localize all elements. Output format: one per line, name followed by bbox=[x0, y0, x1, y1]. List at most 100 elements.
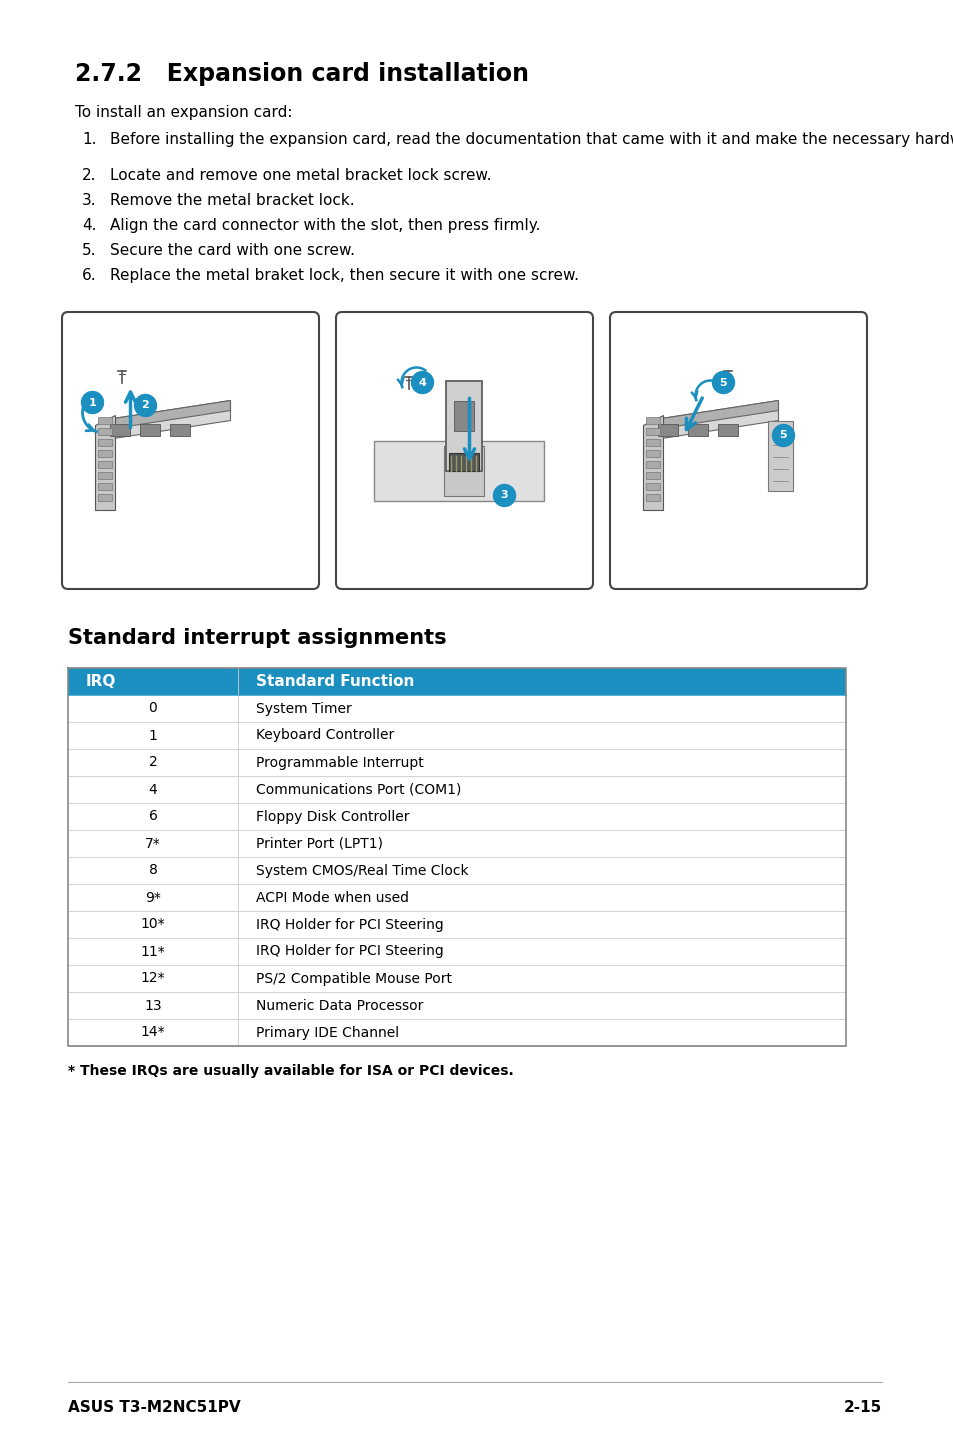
FancyBboxPatch shape bbox=[68, 695, 845, 722]
FancyBboxPatch shape bbox=[68, 1020, 845, 1045]
FancyBboxPatch shape bbox=[68, 830, 845, 857]
Text: 0: 0 bbox=[149, 702, 157, 716]
FancyBboxPatch shape bbox=[68, 884, 845, 912]
FancyBboxPatch shape bbox=[140, 424, 160, 436]
FancyBboxPatch shape bbox=[454, 401, 474, 430]
Text: 5.: 5. bbox=[82, 243, 96, 257]
FancyBboxPatch shape bbox=[98, 493, 112, 500]
FancyBboxPatch shape bbox=[646, 450, 659, 456]
FancyBboxPatch shape bbox=[646, 493, 659, 500]
FancyBboxPatch shape bbox=[68, 857, 845, 884]
Polygon shape bbox=[100, 401, 231, 440]
Text: Floppy Disk Controller: Floppy Disk Controller bbox=[255, 810, 409, 824]
Text: 4: 4 bbox=[149, 782, 157, 797]
Text: 2-15: 2-15 bbox=[842, 1401, 882, 1415]
Text: Programmable Interrupt: Programmable Interrupt bbox=[255, 755, 423, 769]
FancyBboxPatch shape bbox=[98, 483, 112, 489]
Text: PS/2 Compatible Mouse Port: PS/2 Compatible Mouse Port bbox=[255, 972, 452, 985]
Text: Before installing the expansion card, read the documentation that came with it a: Before installing the expansion card, re… bbox=[110, 132, 953, 147]
Text: Standard Function: Standard Function bbox=[255, 674, 414, 689]
Text: 7*: 7* bbox=[145, 837, 161, 850]
Text: Locate and remove one metal bracket lock screw.: Locate and remove one metal bracket lock… bbox=[110, 168, 491, 183]
Text: 8: 8 bbox=[149, 863, 157, 877]
FancyBboxPatch shape bbox=[68, 669, 845, 695]
Text: 1.: 1. bbox=[82, 132, 96, 147]
FancyBboxPatch shape bbox=[658, 424, 678, 436]
Text: 2: 2 bbox=[149, 755, 157, 769]
Text: Keyboard Controller: Keyboard Controller bbox=[255, 729, 394, 742]
Circle shape bbox=[411, 371, 433, 394]
Circle shape bbox=[712, 371, 734, 394]
Text: Standard interrupt assignments: Standard interrupt assignments bbox=[68, 628, 446, 649]
FancyBboxPatch shape bbox=[68, 777, 845, 802]
Polygon shape bbox=[95, 416, 115, 510]
FancyBboxPatch shape bbox=[449, 453, 479, 470]
FancyBboxPatch shape bbox=[768, 420, 793, 490]
Text: 10*: 10* bbox=[140, 917, 165, 932]
FancyBboxPatch shape bbox=[646, 439, 659, 446]
FancyBboxPatch shape bbox=[688, 424, 708, 436]
FancyBboxPatch shape bbox=[375, 440, 544, 500]
FancyBboxPatch shape bbox=[68, 802, 845, 830]
FancyBboxPatch shape bbox=[646, 460, 659, 467]
FancyBboxPatch shape bbox=[646, 483, 659, 489]
Text: 9*: 9* bbox=[145, 890, 161, 905]
Text: ACPI Mode when used: ACPI Mode when used bbox=[255, 890, 409, 905]
FancyBboxPatch shape bbox=[98, 417, 112, 424]
Text: IRQ Holder for PCI Steering: IRQ Holder for PCI Steering bbox=[255, 917, 443, 932]
Text: * These IRQs are usually available for ISA or PCI devices.: * These IRQs are usually available for I… bbox=[68, 1064, 514, 1078]
Text: Secure the card with one screw.: Secure the card with one screw. bbox=[110, 243, 355, 257]
FancyBboxPatch shape bbox=[68, 992, 845, 1020]
Text: 11*: 11* bbox=[140, 945, 165, 959]
Text: Align the card connector with the slot, then press firmly.: Align the card connector with the slot, … bbox=[110, 219, 540, 233]
Text: Primary IDE Channel: Primary IDE Channel bbox=[255, 1025, 398, 1040]
Text: 1: 1 bbox=[89, 397, 96, 407]
Text: 5: 5 bbox=[719, 378, 726, 387]
FancyBboxPatch shape bbox=[444, 446, 484, 496]
Circle shape bbox=[81, 391, 103, 414]
Text: Numeric Data Processor: Numeric Data Processor bbox=[255, 998, 423, 1012]
Text: 4.: 4. bbox=[82, 219, 96, 233]
FancyBboxPatch shape bbox=[718, 424, 738, 436]
Text: 12*: 12* bbox=[140, 972, 165, 985]
Text: 2: 2 bbox=[141, 401, 150, 410]
FancyBboxPatch shape bbox=[62, 312, 318, 590]
Text: IRQ Holder for PCI Steering: IRQ Holder for PCI Steering bbox=[255, 945, 443, 959]
Text: Communications Port (COM1): Communications Port (COM1) bbox=[255, 782, 461, 797]
FancyBboxPatch shape bbox=[98, 427, 112, 434]
Text: 13: 13 bbox=[144, 998, 162, 1012]
FancyBboxPatch shape bbox=[446, 381, 482, 470]
Text: 3.: 3. bbox=[82, 193, 96, 209]
FancyBboxPatch shape bbox=[98, 460, 112, 467]
FancyBboxPatch shape bbox=[68, 749, 845, 777]
Circle shape bbox=[772, 424, 794, 447]
Polygon shape bbox=[643, 416, 662, 510]
Text: 2.: 2. bbox=[82, 168, 96, 183]
FancyBboxPatch shape bbox=[646, 417, 659, 424]
Text: System Timer: System Timer bbox=[255, 702, 352, 716]
FancyBboxPatch shape bbox=[68, 912, 845, 938]
Text: 2.7.2   Expansion card installation: 2.7.2 Expansion card installation bbox=[75, 62, 529, 86]
Text: 5: 5 bbox=[779, 430, 786, 440]
FancyBboxPatch shape bbox=[98, 472, 112, 479]
FancyBboxPatch shape bbox=[98, 439, 112, 446]
Text: Replace the metal braket lock, then secure it with one screw.: Replace the metal braket lock, then secu… bbox=[110, 267, 578, 283]
FancyBboxPatch shape bbox=[171, 424, 191, 436]
Text: Printer Port (LPT1): Printer Port (LPT1) bbox=[255, 837, 382, 850]
Text: ASUS T3-M2NC51PV: ASUS T3-M2NC51PV bbox=[68, 1401, 240, 1415]
FancyBboxPatch shape bbox=[609, 312, 866, 590]
Text: 6: 6 bbox=[149, 810, 157, 824]
Polygon shape bbox=[648, 401, 778, 440]
FancyBboxPatch shape bbox=[68, 722, 845, 749]
Text: IRQ: IRQ bbox=[86, 674, 116, 689]
FancyBboxPatch shape bbox=[646, 427, 659, 434]
FancyBboxPatch shape bbox=[68, 938, 845, 965]
FancyBboxPatch shape bbox=[111, 424, 131, 436]
Circle shape bbox=[134, 394, 156, 417]
Text: To install an expansion card:: To install an expansion card: bbox=[75, 105, 293, 119]
Text: 3: 3 bbox=[500, 490, 508, 500]
FancyBboxPatch shape bbox=[98, 450, 112, 456]
Text: 4: 4 bbox=[418, 378, 426, 387]
Text: 1: 1 bbox=[149, 729, 157, 742]
FancyBboxPatch shape bbox=[335, 312, 593, 590]
